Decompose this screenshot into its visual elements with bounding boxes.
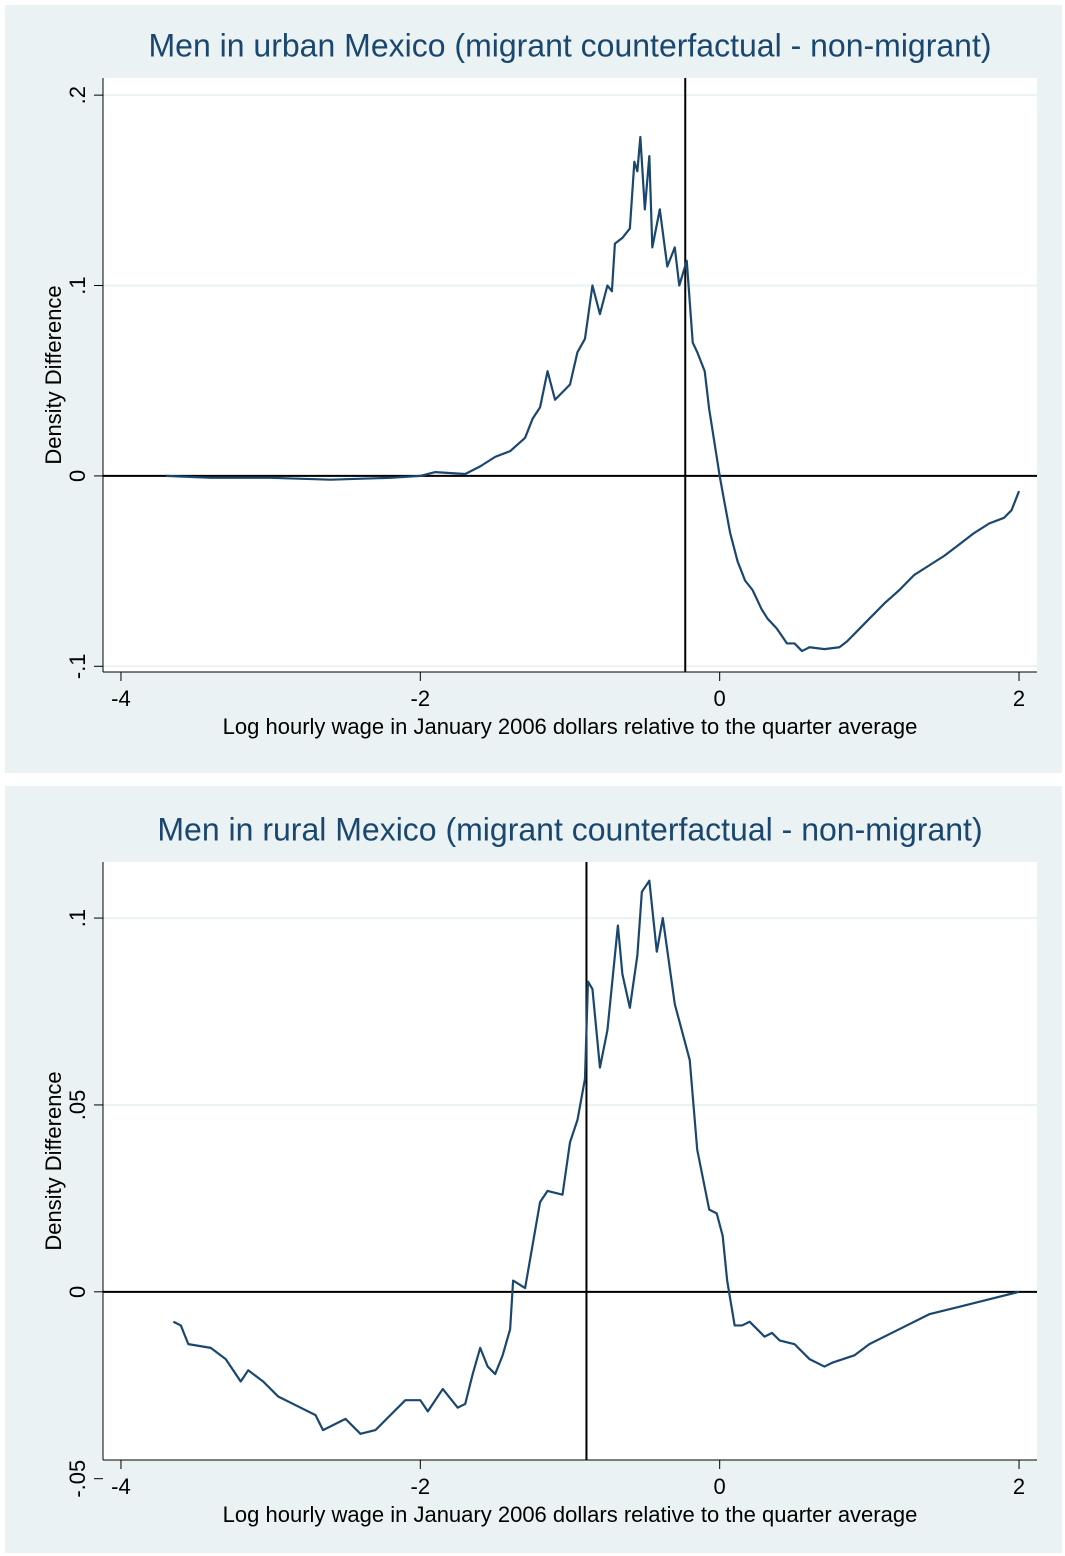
chart-title: Men in urban Mexico (migrant counterfact… xyxy=(148,27,991,63)
y-tick-label: .1 xyxy=(65,909,90,927)
y-axis-label: Density Difference xyxy=(41,285,66,464)
y-tick-label: .05 xyxy=(65,1090,90,1121)
x-tick-label: 0 xyxy=(714,1474,726,1499)
data-line xyxy=(172,879,1020,1435)
data-line xyxy=(165,135,1021,653)
chart-title: Men in rural Mexico (migrant counterfact… xyxy=(157,811,982,847)
y-tick-label: 0 xyxy=(65,1286,90,1298)
x-axis-label: Log hourly wage in January 2006 dollars … xyxy=(223,714,918,739)
y-tick-label: .1 xyxy=(65,276,90,294)
x-tick-label: -2 xyxy=(411,1474,431,1499)
x-axis-label: Log hourly wage in January 2006 dollars … xyxy=(223,1502,918,1527)
x-tick-label: -4 xyxy=(111,1474,131,1499)
plot-region xyxy=(103,862,1037,1460)
x-tick-label: -4 xyxy=(111,686,131,711)
y-tick-label: 0 xyxy=(65,470,90,482)
plot-region xyxy=(103,78,1037,672)
x-tick-label: -2 xyxy=(411,686,431,711)
y-axis-label: Density Difference xyxy=(41,1071,66,1250)
y-tick-label: .2 xyxy=(65,86,90,104)
x-tick-label: 0 xyxy=(714,686,726,711)
y-tick-label: -.1 xyxy=(65,653,90,679)
x-tick-label: 2 xyxy=(1013,686,1025,711)
x-tick-label: 2 xyxy=(1013,1474,1025,1499)
y-tick-label: -.05 xyxy=(65,1460,90,1498)
